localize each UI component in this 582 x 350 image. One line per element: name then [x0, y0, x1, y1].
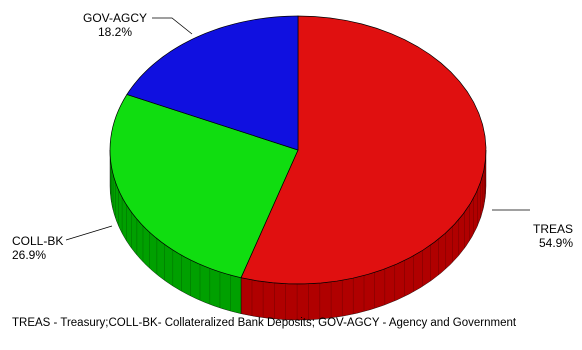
label-coll-bk-value: 26.9% [12, 248, 47, 262]
label-treas: TREAS 54.9% [533, 222, 573, 250]
slice-coll-bk [109, 94, 299, 279]
leader-line-3 [152, 17, 193, 35]
pie-tops [109, 15, 487, 285]
label-coll-bk: COLL-BK 26.9% [12, 234, 63, 262]
label-treas-name: TREAS [533, 222, 574, 236]
slice-treas [240, 15, 487, 285]
pie-sides [109, 149, 487, 321]
label-gov-agcy: GOV-AGCY 18.2% [80, 11, 150, 39]
label-coll-bk-name: COLL-BK [12, 234, 64, 248]
label-treas-value: 54.9% [538, 236, 574, 250]
label-gov-agcy-value: 18.2% [97, 25, 133, 39]
slice-gov-agcy [126, 15, 299, 151]
leader-line-2 [65, 225, 113, 241]
legend-note: TREAS - Treasury;COLL-BK- Collateralized… [12, 317, 517, 329]
label-gov-agcy-name: GOV-AGCY [82, 11, 147, 25]
